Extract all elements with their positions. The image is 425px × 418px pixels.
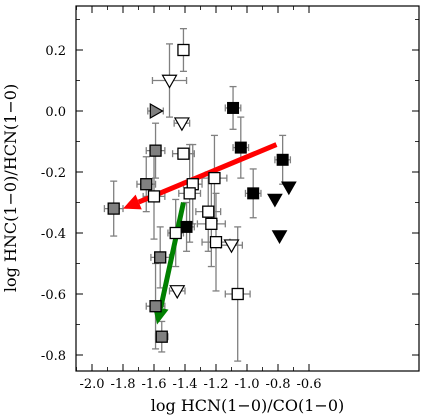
- data-point-square-open: [177, 43, 190, 57]
- y-tick-label: -0.6: [41, 288, 66, 303]
- data-point-triangle-gray: [149, 102, 164, 120]
- data-point-square-gray: [107, 202, 120, 215]
- y-tick-label: -0.4: [41, 227, 66, 242]
- data-point-square-open: [202, 205, 215, 218]
- data-point-square-black: [234, 141, 247, 154]
- data-point-square-black: [227, 101, 240, 114]
- x-axis-label: log HCN(1−0)/CO(1−0): [151, 396, 345, 415]
- arrow-layer: [123, 142, 278, 325]
- x-tick-label: -1.6: [141, 377, 166, 392]
- x-tick-label: -1.8: [110, 377, 135, 392]
- data-point-square-gray: [155, 330, 168, 343]
- data-point-square-open: [209, 235, 223, 249]
- tick-layer: -2.0 -1.8 -1.6 -1.4 -1.2 -1.0 -0.8 -0.6 0.2 0.0 -0…: [41, 6, 419, 392]
- data-point-triangle-open: [223, 239, 240, 254]
- data-point-square-gray: [149, 144, 162, 157]
- data-point-triangle-open: [161, 74, 178, 89]
- errorbar-layer: [103, 27, 292, 362]
- y-tick-label: -0.8: [41, 349, 66, 364]
- data-point-triangle-black: [271, 230, 288, 245]
- marker-layer: [107, 43, 297, 343]
- data-point-square-black: [276, 153, 289, 166]
- data-point-square-open: [208, 171, 221, 185]
- data-point-triangle-black: [280, 181, 297, 196]
- x-tick-label: -0.8: [265, 377, 290, 392]
- x-tick-label: -1.2: [203, 377, 228, 392]
- x-tick-label: -1.4: [172, 377, 197, 392]
- red-arrow-head: [123, 194, 142, 210]
- x-tick-label: -2.0: [79, 377, 104, 392]
- x-tick-label: -1.0: [234, 377, 259, 392]
- data-point-square-open: [183, 187, 196, 200]
- data-point-square-open: [231, 287, 244, 301]
- data-point-square-black: [180, 220, 193, 233]
- data-point-triangle-black: [267, 193, 283, 208]
- x-tick-label: -0.6: [296, 377, 321, 392]
- data-point-square-open: [147, 190, 161, 203]
- data-point-triangle-open: [169, 285, 186, 300]
- y-tick-label: -0.2: [41, 166, 66, 181]
- data-point-square-open: [205, 217, 218, 231]
- red-arrow: [123, 142, 278, 210]
- y-tick-label: 0.0: [45, 105, 66, 120]
- data-point-square-gray: [154, 251, 167, 264]
- data-point-square-gray: [140, 178, 153, 191]
- data-point-triangle-open: [173, 117, 190, 132]
- red-arrow-shaft: [137, 142, 278, 205]
- data-point-square-black: [247, 187, 260, 200]
- y-axis-label: log HNC(1−0)/HCN(1−0): [1, 84, 20, 292]
- y-tick-label: 0.2: [45, 44, 66, 59]
- green-arrow-shaft: [158, 201, 186, 309]
- data-point-square-gray: [149, 300, 162, 313]
- data-point-square-open: [169, 226, 182, 240]
- data-point-square-open: [177, 147, 190, 160]
